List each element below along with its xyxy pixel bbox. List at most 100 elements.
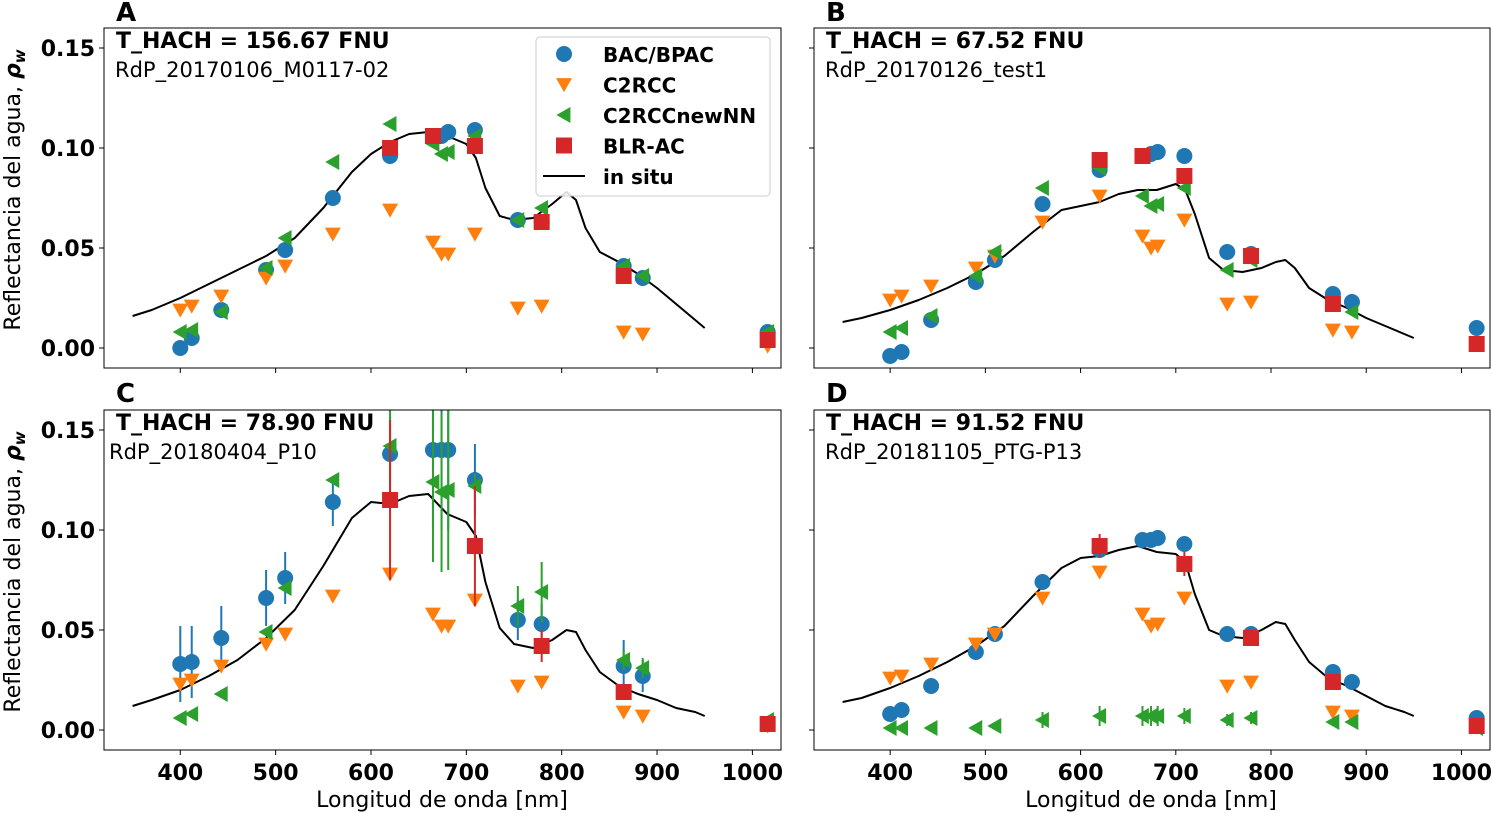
series-c2rccnewnn	[882, 160, 1484, 352]
data-point	[440, 619, 457, 634]
data-point	[258, 624, 273, 640]
data-point	[424, 235, 441, 250]
data-point	[1243, 675, 1260, 690]
data-point	[1034, 574, 1051, 590]
data-point	[172, 303, 189, 318]
legend-entry: BLR-AC	[556, 135, 685, 159]
data-point	[213, 304, 228, 320]
legend-marker	[556, 46, 572, 62]
data-point	[277, 242, 294, 258]
data-point	[882, 720, 897, 736]
data-point	[1176, 168, 1193, 184]
data-point	[615, 325, 632, 340]
data-point	[183, 673, 200, 688]
data-point	[510, 598, 525, 614]
data-point	[1034, 215, 1051, 230]
data-point	[1324, 296, 1341, 312]
axes-frame	[103, 409, 782, 751]
data-point	[1468, 718, 1485, 734]
data-point	[882, 293, 899, 308]
data-point	[893, 289, 910, 304]
data-point	[440, 124, 457, 140]
series-blr-ac	[382, 128, 776, 348]
data-point	[1344, 714, 1359, 730]
data-point	[466, 538, 483, 554]
data-point	[893, 669, 910, 684]
legend-label: C2RCC	[603, 74, 676, 98]
data-point	[1176, 536, 1193, 552]
data-point	[759, 332, 776, 348]
data-point	[968, 720, 983, 736]
legend-entry: BAC/BPAC	[556, 43, 714, 67]
data-point	[1091, 538, 1108, 554]
data-point	[1150, 708, 1165, 724]
legend-marker	[556, 107, 571, 123]
x-axis-label-right: Longitud de onda [nm]	[1025, 788, 1277, 813]
data-point	[634, 709, 651, 724]
data-point	[382, 203, 399, 218]
y-axis-label-bottom: Reflectancia del agua, ρw	[1, 431, 29, 712]
data-point	[759, 716, 776, 732]
x-tick-label: 700	[1153, 761, 1199, 786]
data-point	[1134, 708, 1149, 724]
series-blr-ac	[1091, 534, 1485, 734]
data-point	[1092, 708, 1107, 724]
data-point	[967, 637, 984, 652]
data-point	[533, 675, 550, 690]
axes-frame	[103, 27, 782, 369]
series-c2rcc	[172, 567, 776, 734]
turbidity-label: T_HACH = 156.67 FNU	[116, 29, 390, 54]
series-blr-ac	[382, 420, 776, 732]
data-point	[258, 260, 273, 276]
data-point	[1343, 674, 1360, 690]
data-point	[1243, 710, 1258, 726]
data-point	[213, 659, 230, 674]
plot-area	[842, 530, 1485, 736]
plot-area	[132, 410, 776, 734]
data-point	[1219, 297, 1236, 312]
panel-label-B: B	[826, 0, 846, 28]
data-point	[324, 589, 341, 604]
data-point	[1149, 239, 1166, 254]
series-c2rcc	[882, 565, 1485, 734]
data-point	[172, 677, 189, 692]
data-point	[987, 718, 1002, 734]
y-tick-label: 0.00	[41, 337, 95, 362]
data-point	[1176, 148, 1193, 164]
legend-label: BLR-AC	[603, 135, 685, 159]
data-point	[923, 657, 940, 672]
data-point	[893, 702, 910, 718]
data-point	[172, 324, 187, 340]
data-point	[533, 638, 550, 654]
data-point	[184, 322, 199, 338]
data-point	[324, 227, 341, 242]
data-point	[1091, 152, 1108, 168]
data-point	[534, 584, 549, 600]
data-point	[424, 607, 441, 622]
station-label: RdP_20181105_PTG-P13	[825, 440, 1082, 465]
x-tick-label: 500	[962, 761, 1008, 786]
data-point	[986, 627, 1003, 642]
data-point	[1468, 320, 1485, 336]
data-point	[967, 644, 984, 660]
data-point	[466, 227, 483, 242]
chart-panel-A: 0.00 0.05 0.10 0.15 T_HACH = 156.67 FNU RdP_2…	[41, 27, 782, 373]
data-point	[1176, 213, 1193, 228]
legend-label: C2RCCnewNN	[603, 104, 756, 128]
data-point	[1034, 196, 1051, 212]
data-point	[533, 616, 550, 632]
data-point	[172, 710, 187, 726]
panel-label-C: C	[116, 379, 135, 409]
x-tick-label: 900	[634, 761, 680, 786]
data-point	[615, 268, 632, 284]
data-point	[987, 244, 1002, 260]
data-point	[1219, 262, 1234, 278]
data-point	[615, 684, 632, 700]
data-point	[213, 289, 230, 304]
series-c2rccnewnn	[172, 410, 775, 728]
data-point	[1343, 709, 1360, 724]
y-tick-label: 0.10	[41, 137, 95, 162]
data-point	[1034, 180, 1049, 196]
data-point	[893, 720, 908, 736]
plot-area	[842, 144, 1485, 364]
